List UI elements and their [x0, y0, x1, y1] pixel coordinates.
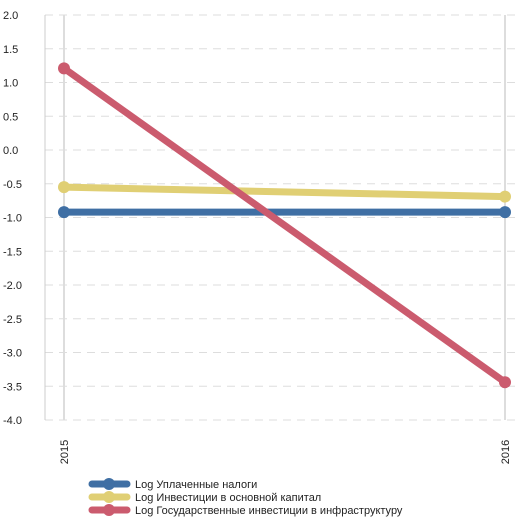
data-point — [499, 206, 511, 219]
data-point — [499, 190, 511, 203]
y-tick-label: 0.0 — [3, 145, 18, 157]
legend-marker — [103, 478, 115, 490]
y-tick-label: -1.0 — [3, 213, 22, 225]
legend-marker — [103, 504, 115, 516]
y-tick-label: 2.0 — [3, 10, 18, 22]
legend-label: Log Государственные инвестиции в инфраст… — [135, 505, 403, 517]
y-tick-label: 1.0 — [3, 78, 18, 90]
data-point — [58, 181, 70, 194]
x-tick-label: 2016 — [500, 440, 512, 464]
x-tick-label: 2015 — [59, 440, 71, 464]
y-tick-label: 0.5 — [3, 111, 18, 123]
y-tick-label: -4.0 — [3, 415, 22, 427]
y-tick-label: 1.5 — [3, 44, 18, 56]
y-tick-label: -1.5 — [3, 246, 22, 258]
y-tick-label: -3.5 — [3, 381, 22, 393]
data-point — [58, 206, 70, 219]
grid — [45, 14, 515, 421]
data-point — [58, 62, 70, 75]
y-tick-label: -2.0 — [3, 280, 22, 292]
legend-label: Log Инвестиции в основной капитал — [135, 492, 321, 504]
data-point — [499, 376, 511, 389]
y-tick-label: -0.5 — [3, 179, 22, 191]
legend-marker — [103, 491, 115, 503]
series-lines — [58, 62, 511, 389]
y-tick-label: -3.0 — [3, 348, 22, 360]
legend-label: Log Уплаченные налоги — [135, 479, 257, 491]
series-line — [60, 64, 509, 386]
y-tick-label: -2.5 — [3, 314, 22, 326]
series-line — [60, 183, 509, 201]
axes: 2.0 1.5 1.0 0.5 0.0 -0.5 -1.0 -1.5 -2.0 -2.5 -3.0 -… — [3, 10, 512, 464]
